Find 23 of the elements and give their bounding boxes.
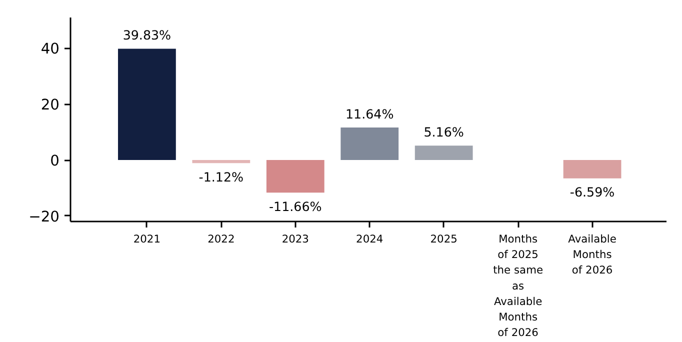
x-tick-label: Months of 2025 the same as Available Months of 2026 <box>493 232 544 340</box>
x-tick-label: 2023 <box>282 232 309 246</box>
y-tick-label: 0 <box>50 152 60 170</box>
x-tick-label: 2024 <box>356 232 384 246</box>
y-tick-label: −20 <box>28 208 60 226</box>
y-tick-label: 20 <box>40 96 60 114</box>
x-tick-label: 2021 <box>133 232 161 246</box>
bar <box>563 160 622 178</box>
y-tick-label: 40 <box>40 40 60 58</box>
bar <box>266 160 324 193</box>
x-tick-label: 2022 <box>208 232 235 246</box>
data-label: -11.66% <box>268 198 322 214</box>
data-label: 5.16% <box>424 124 464 140</box>
bar <box>414 146 473 160</box>
bar <box>340 127 399 160</box>
x-tick-label: 2025 <box>430 232 458 246</box>
bar <box>192 160 250 164</box>
bar <box>118 48 176 160</box>
data-label: 39.83% <box>122 28 172 43</box>
x-tick-label: Available Months of 2026 <box>568 232 616 277</box>
data-label: -6.59% <box>570 184 615 200</box>
data-label: -1.12% <box>198 169 244 184</box>
data-label: 11.64% <box>345 106 394 122</box>
